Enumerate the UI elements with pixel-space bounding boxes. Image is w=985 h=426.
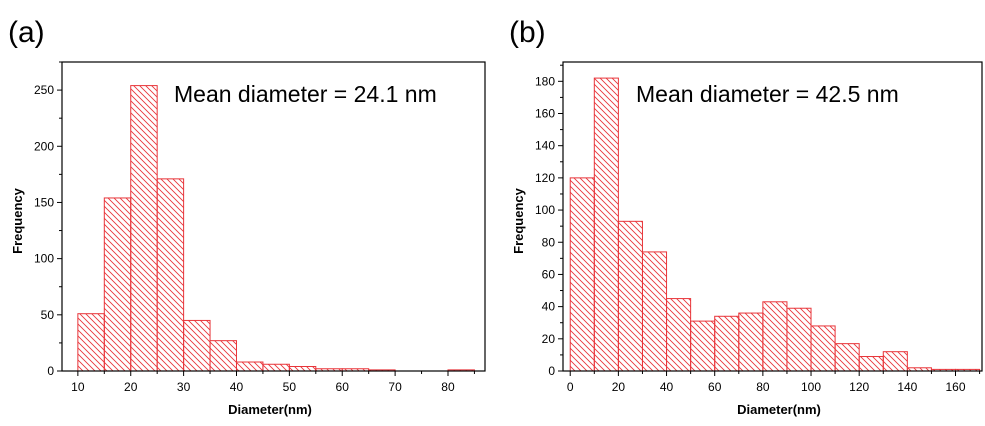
- panel-b-bar: [666, 298, 692, 372]
- panel-b-bar: [762, 301, 788, 372]
- panel-a-bar: [77, 313, 105, 372]
- panel-b-axes: 0 20 40 60 80 100 120 140 160 0 20 40 60 80 100 120 140 1…: [535, 61, 983, 394]
- panel-a-bar: [262, 363, 290, 372]
- panel-b-x-tick-label: 40: [660, 380, 674, 394]
- panel-b-x-tick-label: 140: [897, 380, 917, 394]
- panel-a-bar: [130, 85, 158, 372]
- panel-b-bars: [569, 77, 981, 372]
- panel-a-x-tick-label: 10: [71, 380, 85, 394]
- panel-b-y-axis-title: Frequency: [511, 187, 526, 254]
- panel-a-x-axis-title: Diameter(nm): [228, 402, 312, 417]
- panel-b-bar: [617, 220, 643, 372]
- panel-b-x-axis-title: Diameter(nm): [737, 402, 821, 417]
- panel-b-bar: [714, 315, 740, 372]
- panel-a-y-tick-label: 0: [47, 364, 54, 378]
- panel-b-bar: [641, 251, 668, 372]
- panel-b-bar: [593, 77, 619, 372]
- panel-a-bar: [235, 361, 264, 372]
- panel-b-y-tick-label: 80: [542, 235, 556, 249]
- panel-a-bar: [103, 197, 132, 372]
- panel-a-x-tick-label: 40: [230, 380, 244, 394]
- panel-a-bars: [77, 85, 475, 372]
- panel-b-bar: [738, 312, 764, 372]
- panel-b-y-tick-label: 140: [535, 139, 555, 153]
- panel-b-x-tick-label: 100: [801, 380, 821, 394]
- panel-b-plot-frame: [562, 61, 983, 372]
- panel-a-y-tick-label: 150: [34, 195, 54, 209]
- panel-a-y-axis-title: Frequency: [10, 187, 25, 254]
- panel-b-y-tick-label: 0: [548, 364, 555, 378]
- panel-a-y-tick-label: 200: [34, 139, 54, 153]
- histogram-panel-a: (a) 10 20 30 40 50 60 70 80 0 50 100 150 200 250 Mean…: [8, 16, 486, 417]
- panel-b-y-tick-label: 160: [535, 107, 555, 121]
- panel-a-bar: [156, 178, 185, 372]
- panel-b-bar: [882, 351, 908, 372]
- panel-b-y-tick-label: 100: [535, 203, 555, 217]
- panel-b-x-tick-label: 20: [612, 380, 626, 394]
- panel-a-bar: [288, 366, 317, 372]
- panel-b-x-tick-label: 0: [567, 380, 574, 394]
- panel-a-mean-annotation: Mean diameter = 24.1 nm: [174, 81, 437, 107]
- panel-a-x-tick-label: 70: [388, 380, 402, 394]
- panel-a-bar: [209, 340, 237, 372]
- panel-a-label: (a): [8, 16, 45, 49]
- panel-b-mean-annotation: Mean diameter = 42.5 nm: [636, 81, 899, 107]
- panel-a-bar: [183, 319, 211, 372]
- panel-b-y-tick-label: 180: [535, 74, 555, 88]
- histogram-panel-b: (b) 0 20 40 60 80 100 120 140 160 0 20 40 60 80 100 120…: [509, 16, 983, 417]
- panel-b-bar: [858, 356, 884, 372]
- panel-b-y-tick-label: 60: [542, 267, 556, 281]
- panel-b-x-tick-label: 60: [708, 380, 722, 394]
- panel-b-label: (b): [509, 16, 546, 49]
- panel-a-x-tick-label: 30: [177, 380, 191, 394]
- panel-b-x-tick-label: 120: [849, 380, 869, 394]
- panel-b-bar: [690, 320, 716, 372]
- panel-b-y-tick-label: 20: [542, 332, 556, 346]
- panel-b-bar: [786, 307, 812, 372]
- panel-a-x-tick-label: 60: [336, 380, 350, 394]
- panel-a-y-tick-label: 250: [34, 83, 54, 97]
- panel-a-x-tick-label: 20: [124, 380, 138, 394]
- panel-b-bar: [569, 177, 595, 372]
- panel-a-plot-frame: [61, 61, 486, 372]
- panel-a-x-tick-label: 80: [441, 380, 455, 394]
- panel-b-x-tick-label: 160: [945, 380, 965, 394]
- panel-a-x-tick-label: 50: [283, 380, 297, 394]
- panel-a-y-tick-label: 100: [34, 252, 54, 266]
- panel-b-x-tick-label: 80: [756, 380, 770, 394]
- panel-b-bar: [834, 343, 860, 372]
- panel-b-y-tick-label: 120: [535, 171, 555, 185]
- panel-b-y-tick-label: 40: [542, 300, 556, 314]
- panel-b-bar: [810, 325, 836, 372]
- panel-a-axes: 10 20 30 40 50 60 70 80 0 50 100 150 200 250: [34, 61, 486, 394]
- panel-a-y-tick-label: 50: [41, 308, 55, 322]
